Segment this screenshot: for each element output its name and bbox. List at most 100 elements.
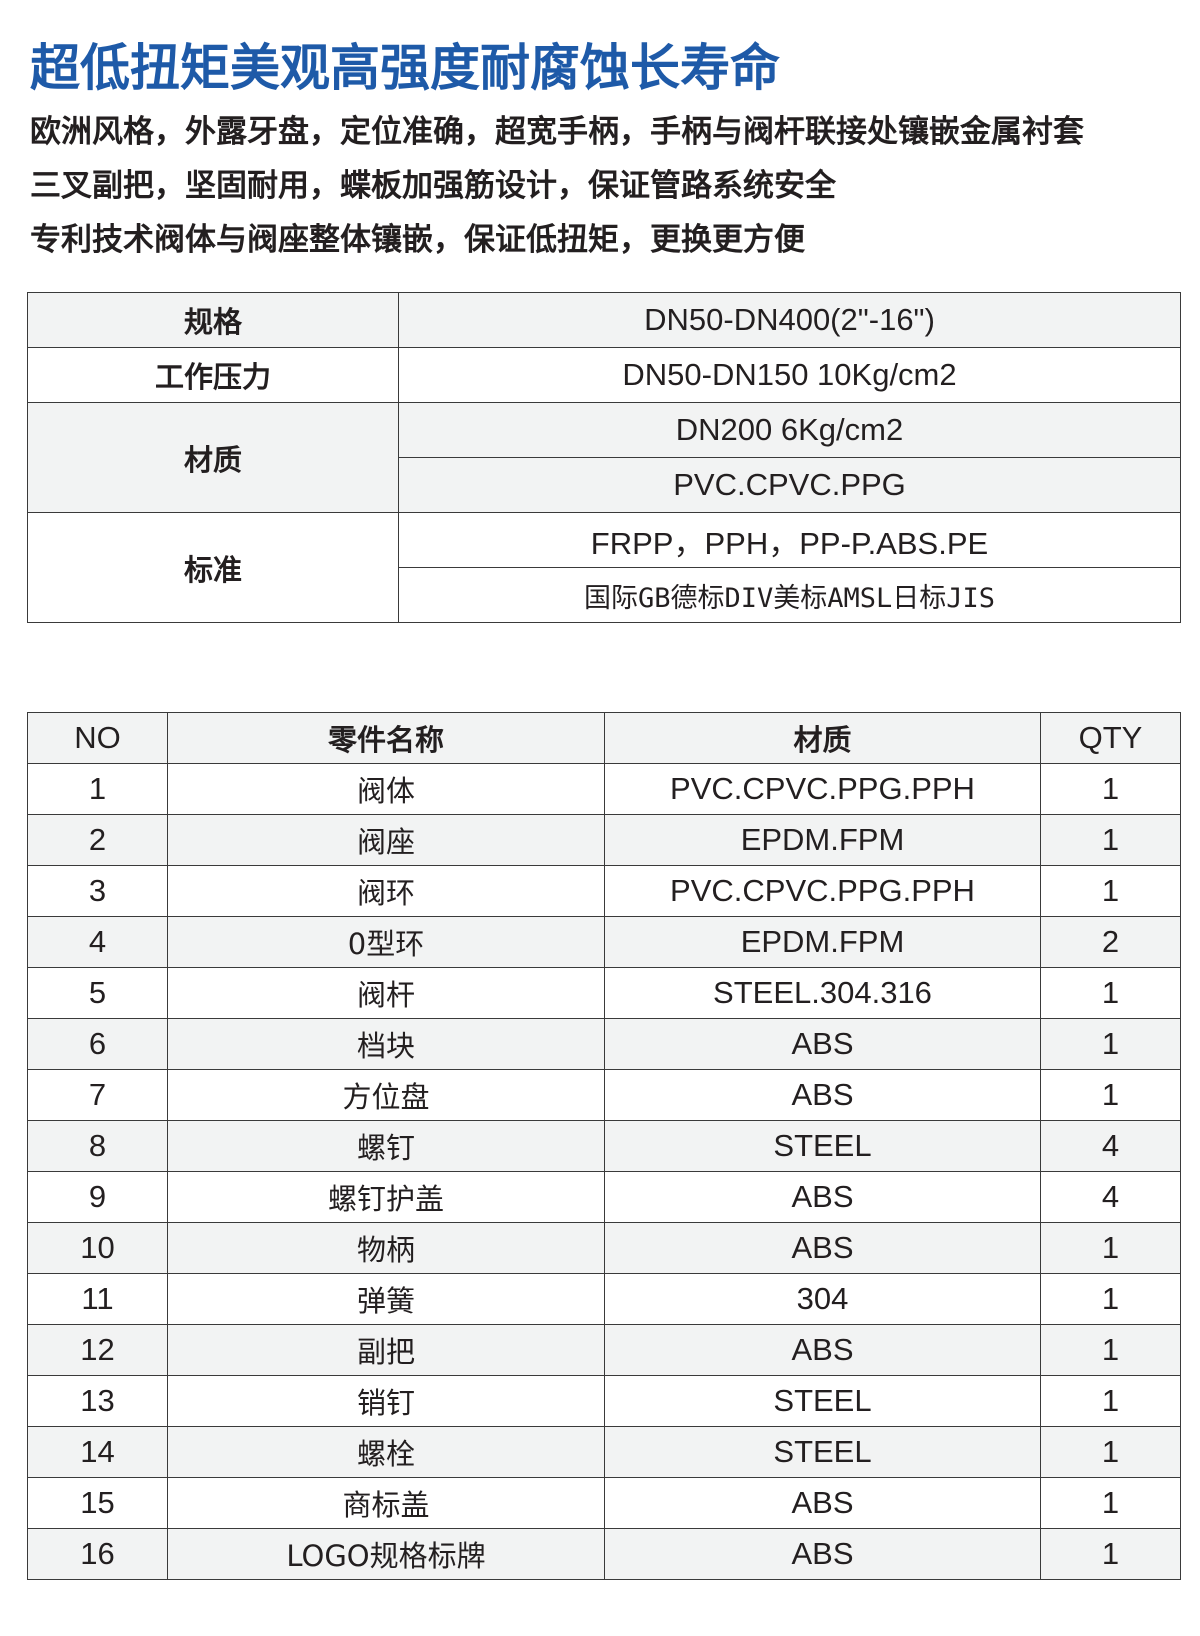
cell-material: STEEL.304.316: [604, 967, 1041, 1019]
cell-no: 2: [27, 814, 168, 866]
cell-no: 12: [27, 1324, 168, 1376]
cell-qty: 2: [1040, 916, 1181, 968]
table-row: 3 阀环 PVC.CPVC.PPG.PPH 1: [27, 865, 1181, 917]
cell-qty: 1: [1040, 1528, 1181, 1580]
cell-no: 11: [27, 1273, 168, 1325]
header-material: 材质: [604, 712, 1041, 764]
table-row: 10 物柄 ABS 1: [27, 1222, 1181, 1274]
cell-material: STEEL: [604, 1426, 1041, 1478]
feature-line: 三叉副把，坚固耐用，蝶板加强筋设计，保证管路系统安全: [30, 168, 836, 204]
cell-qty: 1: [1040, 1222, 1181, 1274]
cell-part-name: 阀环: [167, 865, 605, 917]
cell-qty: 1: [1040, 967, 1181, 1019]
cell-part-name: 方位盘: [167, 1069, 605, 1121]
table-row: 1 阀体 PVC.CPVC.PPG.PPH 1: [27, 763, 1181, 815]
table-row: 14 螺栓 STEEL 1: [27, 1426, 1181, 1478]
header-no: NO: [27, 712, 168, 764]
pressure-value: DN200 6Kg/cm2: [398, 402, 1181, 458]
table-row: 12 副把 ABS 1: [27, 1324, 1181, 1376]
header-part-name: 零件名称: [167, 712, 605, 764]
standard-label: 标准: [27, 512, 399, 623]
cell-material: ABS: [604, 1528, 1041, 1580]
cell-part-name: 档块: [167, 1018, 605, 1070]
cell-part-name: 0型环: [167, 916, 605, 968]
cell-qty: 4: [1040, 1120, 1181, 1172]
feature-line: 专利技术阀体与阀座整体镶嵌，保证低扭矩，更换更方便: [30, 222, 805, 258]
cell-material: ABS: [604, 1018, 1041, 1070]
cell-qty: 1: [1040, 865, 1181, 917]
cell-material: ABS: [604, 1171, 1041, 1223]
spec-row: 规格 DN50-DN400(2"-16"): [27, 292, 1181, 348]
cell-part-name: 副把: [167, 1324, 605, 1376]
cell-no: 6: [27, 1018, 168, 1070]
parts-table: NO 零件名称 材质 QTY 1 阀体 PVC.CPVC.PPG.PPH 1 2 阀座 EP…: [27, 712, 1181, 1580]
page-title: 超低扭矩美观高强度耐腐蚀长寿命: [30, 39, 780, 97]
table-row: 6 档块 ABS 1: [27, 1018, 1181, 1070]
spec-label: 规格: [27, 292, 399, 348]
spec-table: 规格 DN50-DN400(2"-16") 工作压力 DN50-DN150 10…: [27, 292, 1181, 623]
cell-qty: 1: [1040, 1426, 1181, 1478]
cell-no: 14: [27, 1426, 168, 1478]
cell-material: ABS: [604, 1069, 1041, 1121]
cell-no: 16: [27, 1528, 168, 1580]
table-row: 7 方位盘 ABS 1: [27, 1069, 1181, 1121]
cell-no: 4: [27, 916, 168, 968]
cell-part-name: 螺钉护盖: [167, 1171, 605, 1223]
cell-material: ABS: [604, 1477, 1041, 1529]
cell-material: ABS: [604, 1324, 1041, 1376]
cell-qty: 1: [1040, 763, 1181, 815]
table-row: 11 弹簧 304 1: [27, 1273, 1181, 1325]
standard-value: 国际GB德标DIV美标AMSL日标JIS: [398, 567, 1181, 623]
cell-part-name: 弹簧: [167, 1273, 605, 1325]
spec-value: DN50-DN400(2"-16"): [398, 292, 1181, 348]
cell-material: 304: [604, 1273, 1041, 1325]
cell-part-name: 螺栓: [167, 1426, 605, 1478]
pressure-label: 工作压力: [27, 347, 399, 403]
cell-material: PVC.CPVC.PPG.PPH: [604, 865, 1041, 917]
table-row: 9 螺钉护盖 ABS 4: [27, 1171, 1181, 1223]
cell-no: 10: [27, 1222, 168, 1274]
material-value: PVC.CPVC.PPG: [398, 457, 1181, 513]
cell-qty: 1: [1040, 1477, 1181, 1529]
table-header: NO 零件名称 材质 QTY: [27, 712, 1181, 764]
cell-qty: 1: [1040, 1324, 1181, 1376]
cell-no: 13: [27, 1375, 168, 1427]
table-row: 4 0型环 EPDM.FPM 2: [27, 916, 1181, 968]
pressure-value: DN50-DN150 10Kg/cm2: [398, 347, 1181, 403]
cell-material: PVC.CPVC.PPG.PPH: [604, 763, 1041, 815]
cell-material: STEEL: [604, 1375, 1041, 1427]
pressure-row: 工作压力 DN50-DN150 10Kg/cm2: [27, 347, 1181, 403]
material-value: FRPP，PPH，PP-P.ABS.PE: [398, 512, 1181, 568]
cell-part-name: 商标盖: [167, 1477, 605, 1529]
cell-material: ABS: [604, 1222, 1041, 1274]
cell-part-name: 物柄: [167, 1222, 605, 1274]
cell-qty: 1: [1040, 814, 1181, 866]
cell-no: 9: [27, 1171, 168, 1223]
cell-qty: 1: [1040, 1375, 1181, 1427]
table-row: 15 商标盖 ABS 1: [27, 1477, 1181, 1529]
cell-no: 15: [27, 1477, 168, 1529]
cell-part-name: 阀座: [167, 814, 605, 866]
cell-no: 1: [27, 763, 168, 815]
cell-part-name: LOGO规格标牌: [167, 1528, 605, 1580]
cell-qty: 4: [1040, 1171, 1181, 1223]
table-row: 5 阀杆 STEEL.304.316 1: [27, 967, 1181, 1019]
table-row: 8 螺钉 STEEL 4: [27, 1120, 1181, 1172]
cell-no: 5: [27, 967, 168, 1019]
cell-part-name: 螺钉: [167, 1120, 605, 1172]
feature-line: 欧洲风格，外露牙盘，定位准确，超宽手柄，手柄与阀杆联接处镶嵌金属衬套: [30, 114, 1084, 150]
material-label: 材质: [27, 402, 399, 513]
cell-no: 7: [27, 1069, 168, 1121]
table-row: 2 阀座 EPDM.FPM 1: [27, 814, 1181, 866]
cell-qty: 1: [1040, 1273, 1181, 1325]
table-row: 13 销钉 STEEL 1: [27, 1375, 1181, 1427]
cell-no: 8: [27, 1120, 168, 1172]
standard-row: 国际GB德标DIV美标AMSL日标JIS: [28, 567, 1181, 623]
cell-part-name: 阀体: [167, 763, 605, 815]
cell-qty: 1: [1040, 1018, 1181, 1070]
material-row: 材质 DN200 6Kg/cm2: [27, 402, 1181, 513]
cell-material: EPDM.FPM: [604, 814, 1041, 866]
cell-qty: 1: [1040, 1069, 1181, 1121]
cell-material: EPDM.FPM: [604, 916, 1041, 968]
cell-part-name: 销钉: [167, 1375, 605, 1427]
